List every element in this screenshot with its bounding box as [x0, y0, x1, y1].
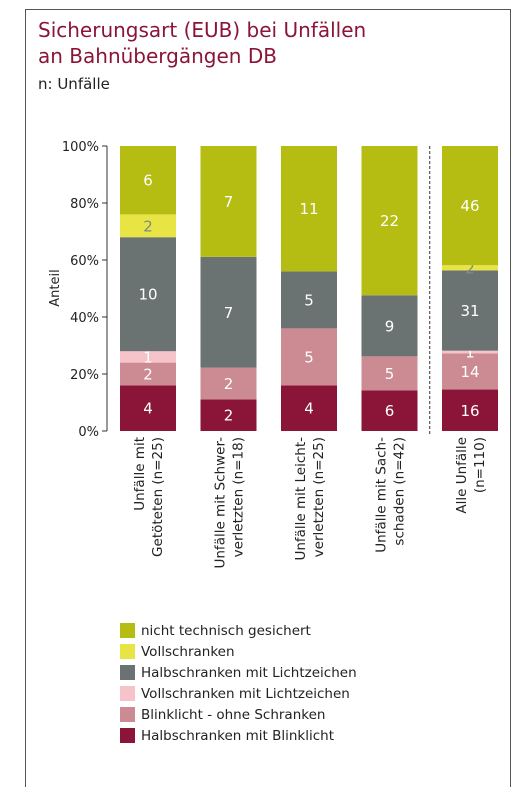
bar-segment: [361, 390, 418, 431]
data-label: 5: [304, 348, 314, 366]
category-label-line-1: Unfälle mit: [132, 437, 148, 511]
legend-swatch: [120, 728, 135, 743]
data-label: 4: [304, 400, 314, 418]
legend-label: Halbschranken mit Blinklicht: [141, 727, 335, 744]
legend-item: Halbschranken mit Lichtzeichen: [120, 662, 357, 683]
legend: nicht technisch gesichert Vollschranken Ha…: [120, 620, 357, 746]
data-label: 1: [465, 343, 475, 361]
y-axis-label: Anteil: [48, 269, 63, 306]
data-label: 14: [460, 363, 479, 381]
category-label: Unfälle mit Getöteten (n=25): [132, 437, 166, 557]
bar-segment: [281, 271, 337, 329]
y-tick-label: 60%: [70, 254, 99, 269]
bar-segment: [442, 353, 498, 390]
legend-swatch: [120, 644, 135, 659]
data-label: 46: [460, 197, 479, 215]
category-label-line-2: Getöteten (n=25): [150, 437, 166, 557]
bar-segment: [361, 295, 418, 357]
chart-title: Sicherungsart (EUB) bei Unfällen an Bahn…: [38, 17, 366, 69]
data-label: 5: [304, 291, 314, 309]
data-label: 22: [380, 212, 399, 230]
category-label: Unfälle mit Sach-schaden (n=42): [374, 437, 408, 553]
data-label: 5: [385, 365, 395, 383]
y-tick-label: 100%: [62, 140, 99, 155]
bar-segment: [442, 265, 498, 271]
legend-label: Blinklicht - ohne Schranken: [141, 706, 326, 723]
legend-label: Vollschranken mit Lichtzeichen: [141, 685, 350, 702]
category-label-line-2: verletzten (n=25): [311, 437, 327, 557]
y-tick-label: 80%: [70, 197, 99, 212]
bar-segment: [120, 214, 176, 238]
category-label: Alle Unfälle (n=110): [454, 437, 488, 514]
legend-item: Vollschranken: [120, 641, 357, 662]
data-label: 4: [143, 400, 153, 418]
data-label: 10: [138, 286, 157, 304]
data-label: 9: [385, 317, 395, 335]
data-label: 7: [224, 193, 234, 211]
legend-swatch: [120, 623, 135, 638]
y-tick-label: 40%: [70, 311, 99, 326]
data-label: 2: [224, 407, 234, 425]
category-label-line-2: (n=110): [472, 437, 488, 493]
legend-item: Vollschranken mit Lichtzeichen: [120, 683, 357, 704]
legend-swatch: [120, 686, 135, 701]
legend-item: Halbschranken mit Blinklicht: [120, 725, 357, 746]
data-label: 6: [143, 172, 153, 190]
bar-segment: [442, 389, 498, 431]
category-label-line-1: Unfälle mit Leicht-: [293, 437, 309, 561]
data-label: 7: [224, 304, 234, 322]
data-label: 31: [460, 302, 479, 320]
legend-swatch: [120, 665, 135, 680]
bar-segment: [281, 146, 337, 272]
legend-item: nicht technisch gesichert: [120, 620, 357, 641]
legend-label: Vollschranken: [141, 643, 235, 660]
data-label: 2: [143, 217, 153, 235]
bar-segment: [361, 356, 418, 391]
bar-segment: [120, 351, 176, 363]
data-label: 16: [460, 402, 479, 420]
bar-segment: [442, 270, 498, 351]
data-label: 1: [143, 348, 153, 366]
category-label-line-2: verletzten (n=18): [231, 437, 247, 557]
y-tick-label: 20%: [70, 368, 99, 383]
category-label: Unfälle mit Schwer-verletzten (n=18): [213, 437, 247, 569]
bar-segment: [120, 362, 176, 386]
bar-segment: [281, 385, 337, 431]
category-label-line-2: schaden (n=42): [392, 437, 408, 546]
chart-frame: [25, 9, 511, 787]
bar-segment: [442, 146, 498, 266]
data-label: 11: [299, 200, 318, 218]
data-label: 2: [465, 259, 475, 277]
bar-segment: [361, 146, 418, 296]
data-label: 6: [385, 402, 395, 420]
legend-swatch: [120, 707, 135, 722]
category-label: Unfälle mit Leicht-verletzten (n=25): [293, 437, 327, 561]
bar-segment: [120, 237, 176, 352]
title-line-1: Sicherungsart (EUB) bei Unfällen: [38, 18, 367, 42]
bar-segment: [200, 256, 257, 368]
legend-label: Halbschranken mit Lichtzeichen: [141, 664, 357, 681]
data-label: 2: [143, 366, 153, 384]
bar-segment: [200, 146, 257, 257]
bar-segment: [281, 328, 337, 386]
bar-segment: [442, 350, 498, 354]
category-label-line-1: Unfälle mit Sach-: [374, 437, 390, 553]
category-label-line-1: Unfälle mit Schwer-: [213, 437, 229, 569]
legend-item: Blinklicht - ohne Schranken: [120, 704, 357, 725]
category-label-line-1: Alle Unfälle: [454, 437, 470, 514]
y-tick-label: 0%: [78, 425, 99, 440]
bar-segment: [200, 399, 257, 431]
legend-label: nicht technisch gesichert: [141, 622, 311, 639]
chart-subtitle: n: Unfälle: [38, 75, 110, 93]
bar-segment: [120, 385, 176, 431]
data-label: 2: [224, 375, 234, 393]
bar-segment: [120, 146, 176, 215]
title-line-2: an Bahnübergängen DB: [38, 44, 277, 68]
bar-segment: [200, 367, 257, 400]
